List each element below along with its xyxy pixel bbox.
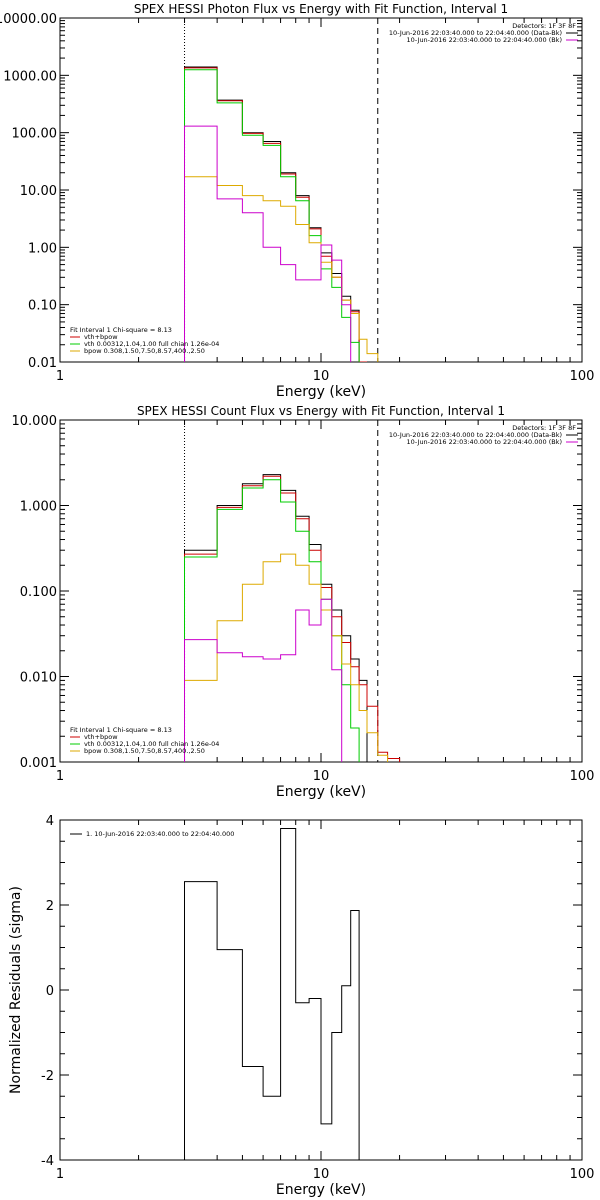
legend-entry: bpow 0.308,1.50,7.50,8.57,400.,2.50 [84, 347, 205, 355]
x-tick-label: 100 [570, 1167, 595, 1182]
y-tick-label: 100.00 [12, 127, 58, 142]
x-axis-label: Energy (keV) [276, 1182, 366, 1198]
series-line-3 [184, 69, 360, 362]
y-tick-label: 10000.00 [0, 12, 57, 27]
chart-panel-2: SPEX HESSI Count Flux vs Energy with Fit… [12, 404, 595, 800]
x-tick-label: 10 [313, 1167, 330, 1182]
legend-entry: 1. 10-Jun-2016 22:03:40.000 to 22:04:40.… [86, 830, 234, 838]
x-tick-label: 1 [56, 769, 64, 784]
series-line-4 [184, 176, 379, 362]
y-axis-label: Normalized Residuals (sigma) [8, 886, 24, 1094]
x-tick-label: 1 [56, 369, 64, 384]
x-axis-label: Energy (keV) [276, 784, 366, 800]
series-group [184, 828, 360, 1160]
series-line-5 [184, 125, 352, 362]
series-line-5 [184, 598, 343, 762]
fit-legend-header: Fit Interval 1 Chi-square = 8.13 [70, 726, 172, 734]
legend-entry: 10-Jun-2016 22:03:40.000 to 22:04:40.000… [407, 438, 562, 446]
y-tick-label: 0.010 [20, 671, 57, 686]
x-tick-label: 10 [313, 369, 330, 384]
legend-entry: 10-Jun-2016 22:03:40.000 to 22:04:40.000… [389, 431, 562, 439]
y-tick-label: 10.00 [20, 184, 57, 199]
legend-entry: vth 0.00312,1.04,1.00 full chian 1.26e-0… [84, 740, 219, 748]
chart-title: SPEX HESSI Photon Flux vs Energy with Fi… [134, 2, 508, 16]
series-line-3 [184, 479, 360, 762]
y-tick-label: 1.000 [20, 500, 57, 515]
detectors-label: Detectors: 1F 3F 8F [512, 22, 576, 30]
legend-entry: 10-Jun-2016 22:03:40.000 to 22:04:40.000… [407, 36, 562, 44]
chart-panel-1: SPEX HESSI Photon Flux vs Energy with Fi… [0, 2, 594, 400]
y-tick-label: 1.00 [28, 241, 57, 256]
y-tick-label: 0 [46, 984, 54, 999]
legend-entry: vth+bpow [84, 333, 118, 341]
x-axis-label: Energy (keV) [276, 384, 366, 400]
x-tick-label: 100 [570, 769, 595, 784]
y-tick-label: 10.000 [12, 414, 58, 429]
y-tick-label: -2 [41, 1069, 54, 1084]
y-tick-label: 0.01 [28, 356, 57, 371]
y-tick-label: 2 [46, 899, 54, 914]
series-group [184, 474, 401, 762]
x-tick-label: 1 [56, 1167, 64, 1182]
y-tick-label: 0.100 [20, 585, 57, 600]
legend-entry: 10-Jun-2016 22:03:40.000 to 22:04:40.000… [389, 29, 562, 37]
y-tick-label: 4 [46, 814, 54, 829]
legend-entry: bpow 0.308,1.50,7.50,8.57,400.,2.50 [84, 747, 205, 755]
series-line-1 [184, 828, 360, 1160]
series-line-2 [184, 475, 401, 762]
x-tick-label: 10 [313, 769, 330, 784]
chart-title: SPEX HESSI Count Flux vs Energy with Fit… [137, 404, 505, 418]
series-line-1 [184, 66, 360, 362]
legend-entry: vth+bpow [84, 733, 118, 741]
y-tick-label: -4 [41, 1154, 54, 1169]
detectors-label: Detectors: 1F 3F 8F [512, 424, 576, 432]
fit-legend-header: Fit Interval 1 Chi-square = 8.13 [70, 326, 172, 334]
y-tick-label: 0.10 [28, 299, 57, 314]
x-tick-label: 100 [570, 369, 595, 384]
series-group [184, 66, 379, 362]
chart-panel-3: 1 10 100 Energy (keV) -4 -2 0 2 4 Normalized Resi… [8, 814, 594, 1198]
legend-entry: vth 0.00312,1.04,1.00 full chian 1.26e-0… [84, 340, 219, 348]
y-tick-label: 0.001 [20, 756, 57, 771]
series-line-4 [184, 553, 389, 762]
y-tick-label: 1000.00 [3, 69, 57, 84]
